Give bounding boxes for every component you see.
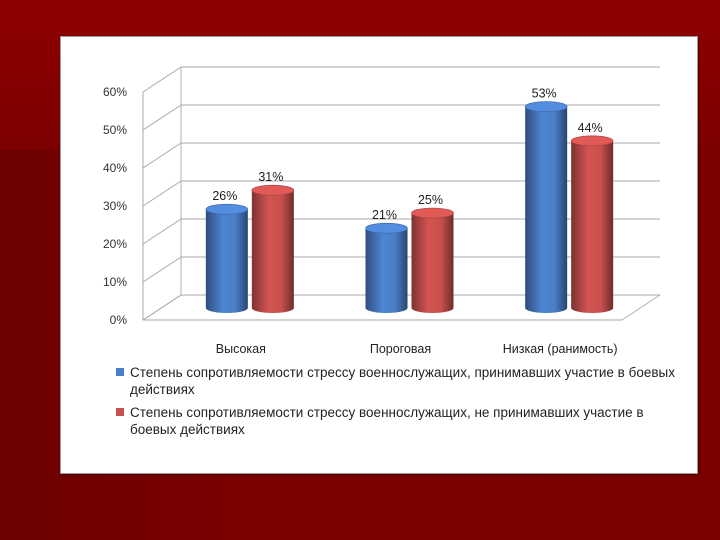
y-tick-label: 0% xyxy=(110,313,128,327)
gridline-depth xyxy=(142,104,182,131)
bar-cap-1-2 xyxy=(365,222,408,234)
data-label-2-3: 44% xyxy=(578,121,603,135)
data-label-1-3: 53% xyxy=(532,87,557,101)
bar-2-2 xyxy=(411,213,454,313)
bar-1-1 xyxy=(205,209,248,313)
gridline-depth xyxy=(142,180,182,207)
legend-item-series-1: Степень сопротивляемости стрессу военнос… xyxy=(116,364,676,398)
bar-1-3 xyxy=(525,106,568,313)
bar-group xyxy=(205,101,614,314)
gridline-depth xyxy=(142,256,182,283)
bar-cap-2-1 xyxy=(251,184,295,196)
data-labels: 26% 31% 21% 25% 53% 44% xyxy=(212,87,602,223)
legend-label-series-2: Степень сопротивляемости стрессу военнос… xyxy=(130,405,644,437)
x-axis: Высокая Пороговая Низкая (ранимость) xyxy=(143,319,622,356)
bar-cap-2-2 xyxy=(411,207,454,219)
y-tick-label: 40% xyxy=(103,161,127,175)
gridline-depth xyxy=(142,66,182,93)
legend-item-series-2: Степень сопротивляемости стрессу военнос… xyxy=(116,404,676,438)
data-label-1-2: 21% xyxy=(372,208,397,222)
legend: Степень сопротивляемости стрессу военнос… xyxy=(116,364,676,444)
bar-2-3 xyxy=(571,140,614,313)
gridline-depth xyxy=(142,218,182,245)
gridline-depth xyxy=(142,294,182,321)
x-tick-label-3: Низкая (ранимость) xyxy=(503,342,618,356)
x-tick-label-2: Пороговая xyxy=(370,342,431,356)
legend-label-series-1: Степень сопротивляемости стрессу военнос… xyxy=(130,365,675,397)
x-tick-label-1: Высокая xyxy=(216,342,266,356)
bar-cap-2-3 xyxy=(570,135,614,147)
y-tick-label: 10% xyxy=(103,275,127,289)
data-label-2-2: 25% xyxy=(418,193,443,207)
y-tick-label: 50% xyxy=(103,123,127,137)
legend-swatch-series-1 xyxy=(116,368,124,376)
bar-1-2 xyxy=(365,228,408,313)
legend-swatch-series-2 xyxy=(116,408,124,416)
data-label-2-1: 31% xyxy=(258,170,283,184)
gridline-depth xyxy=(142,142,182,169)
bar-2-1 xyxy=(251,190,294,314)
y-tick-label: 20% xyxy=(103,237,127,251)
data-label-1-1: 26% xyxy=(212,189,237,203)
y-axis: 0% 10% 20% 30% 40% 50% 60% xyxy=(103,85,144,327)
bar-cap-1-1 xyxy=(205,203,249,215)
y-tick-label: 30% xyxy=(103,199,127,213)
y-tick-label: 60% xyxy=(103,85,127,99)
bar-cap-1-3 xyxy=(524,101,568,112)
